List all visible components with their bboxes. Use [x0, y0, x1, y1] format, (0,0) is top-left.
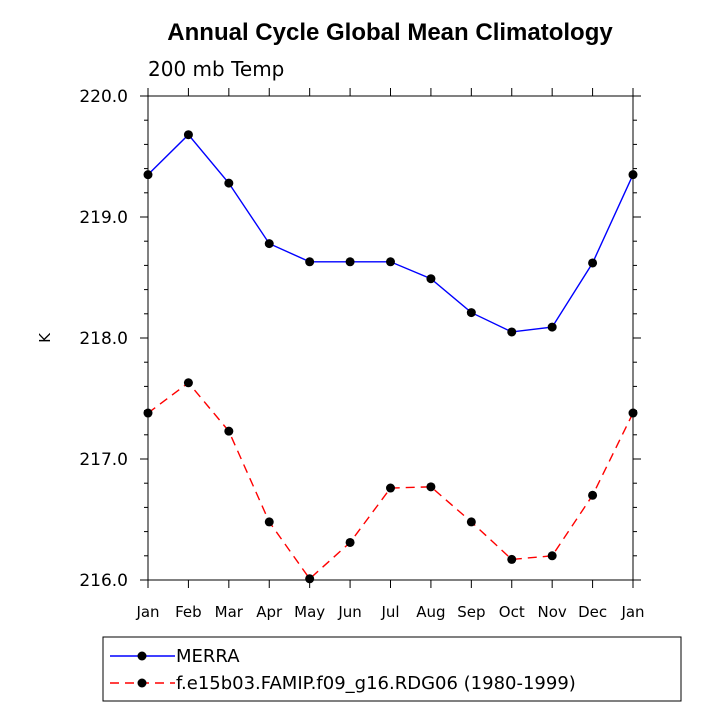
legend-box [102, 636, 682, 702]
series-1-point [426, 482, 436, 492]
legend-marker-model [137, 678, 147, 688]
chart-subtitle: 200 mb Temp [148, 57, 284, 81]
series-1-point [466, 517, 476, 527]
y-tick-label: 217.0 [79, 450, 128, 470]
chart-title: Annual Cycle Global Mean Climatology [167, 19, 613, 46]
y-tick-label: 220.0 [79, 87, 128, 107]
series-0-point [588, 258, 598, 268]
series-0-point [305, 257, 315, 267]
series-1-point [264, 517, 274, 527]
series-1-point [588, 490, 598, 500]
series-1-point [224, 426, 234, 436]
series-0-point [386, 257, 395, 267]
x-tick-label: Feb [175, 603, 202, 621]
series-0-point [628, 170, 638, 180]
y-tick-labels: 216.0 217.0 218.0 219.0 220.0 [79, 87, 128, 591]
series-1-point [507, 554, 517, 564]
x-tick-label: Jan [620, 603, 644, 621]
series-1-point [628, 408, 638, 418]
y-tick-label: 218.0 [79, 329, 128, 349]
x-tick-label: Jan [135, 603, 159, 621]
series-0-point [547, 322, 557, 332]
x-tick-label: May [294, 603, 325, 621]
x-tick-labels: Jan Feb Mar Apr May Jun Jul Aug Sep Oct Nov Dec Jan [135, 603, 644, 621]
axis-ticks [140, 88, 641, 588]
series-points [143, 130, 638, 584]
series-0-point [426, 274, 436, 284]
legend: MERRA f.e15b03.FAMIP.f09_g16.RDG06 (1980… [102, 636, 682, 702]
series-lines [147, 133, 634, 580]
x-tick-label: Dec [578, 603, 607, 621]
series-0-point [183, 130, 193, 140]
legend-marker-merra [137, 651, 147, 661]
series-1-point [547, 551, 557, 561]
x-tick-label: Sep [457, 603, 485, 621]
series-line-1 [147, 381, 634, 580]
series-0-point [345, 257, 355, 267]
series-0-point [507, 327, 517, 337]
x-tick-label: Aug [416, 603, 445, 621]
x-tick-label: Jun [337, 603, 361, 621]
series-1-point [386, 483, 395, 493]
series-0-point [143, 170, 153, 180]
x-tick-label: Mar [215, 603, 244, 621]
legend-label-merra: MERRA [176, 646, 240, 667]
y-axis-label: K [36, 332, 54, 343]
series-0-point [224, 178, 234, 188]
series-1-point [183, 378, 193, 388]
x-tick-label: Apr [256, 603, 283, 621]
series-0-point [466, 308, 476, 318]
x-tick-label: Jul [380, 603, 399, 621]
legend-label-model: f.e15b03.FAMIP.f09_g16.RDG06 (1980-1999) [176, 673, 576, 694]
series-1-point [305, 574, 315, 584]
series-0-point [264, 239, 274, 249]
x-tick-label: Oct [499, 603, 525, 621]
series-1-point [345, 537, 355, 547]
series-line-0 [147, 133, 634, 333]
x-tick-label: Nov [538, 603, 567, 621]
y-tick-label: 219.0 [79, 208, 128, 228]
plot-frame [147, 95, 634, 581]
series-1-point [143, 408, 153, 418]
y-tick-label: 216.0 [79, 571, 128, 591]
